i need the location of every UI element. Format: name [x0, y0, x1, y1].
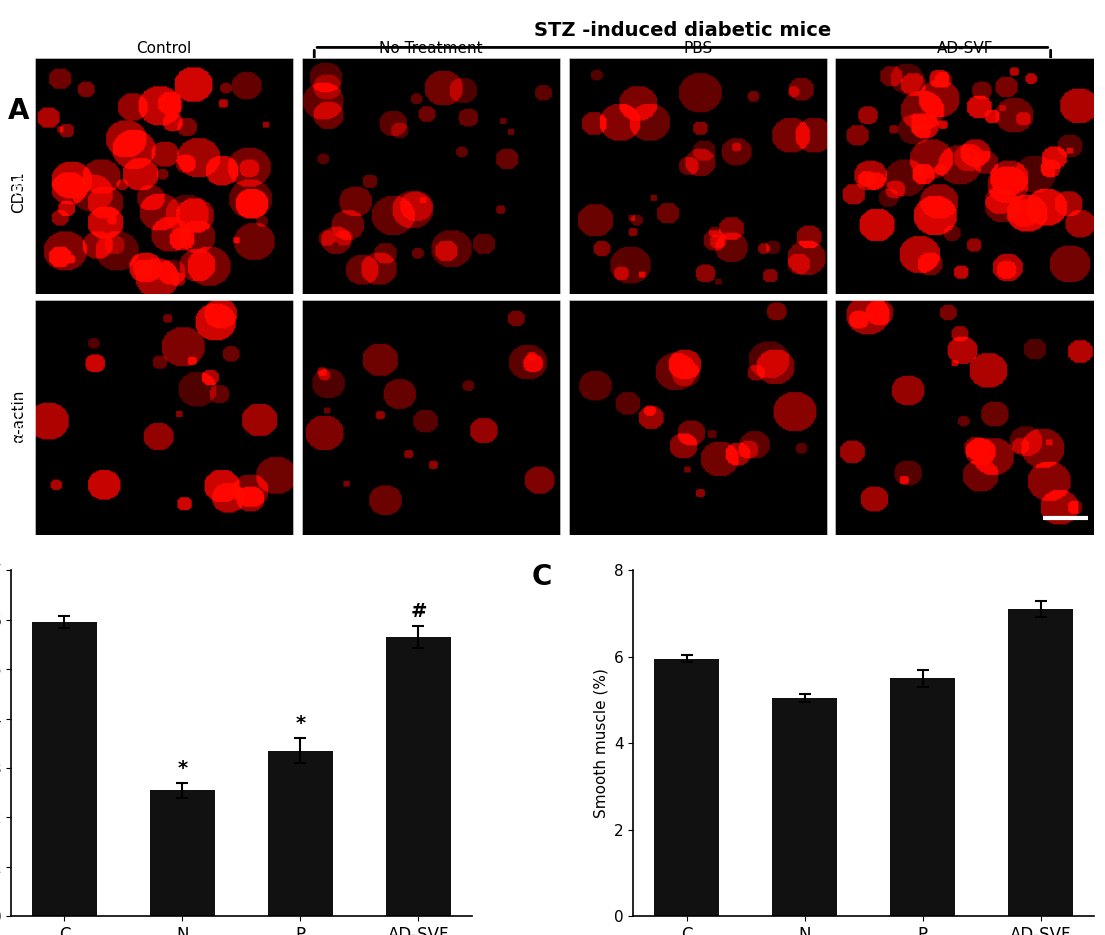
Bar: [1008, 610, 1073, 916]
Text: CD31: CD31: [11, 171, 27, 213]
Bar: [654, 659, 719, 916]
Bar: [772, 698, 836, 916]
Y-axis label: α-actin: α-actin: [14, 391, 30, 444]
Bar: [891, 679, 955, 916]
Text: *: *: [295, 714, 305, 733]
Title: No Treatment: No Treatment: [379, 41, 483, 56]
Text: C: C: [532, 563, 552, 591]
Bar: [386, 637, 451, 916]
Text: STZ -induced diabetic mice: STZ -induced diabetic mice: [534, 22, 831, 40]
Text: A: A: [8, 96, 30, 124]
Text: *: *: [178, 759, 188, 778]
Y-axis label: CD31: CD31: [14, 155, 30, 197]
Title: Control: Control: [137, 41, 192, 56]
Bar: [269, 751, 333, 916]
Text: #: #: [410, 602, 427, 621]
Bar: [150, 790, 214, 916]
Title: AD-SVF: AD-SVF: [936, 41, 993, 56]
Bar: [32, 622, 97, 916]
Title: PBS: PBS: [683, 41, 713, 56]
Text: α-actin: α-actin: [11, 390, 27, 443]
Y-axis label: Smooth muscle (%): Smooth muscle (%): [593, 669, 608, 818]
